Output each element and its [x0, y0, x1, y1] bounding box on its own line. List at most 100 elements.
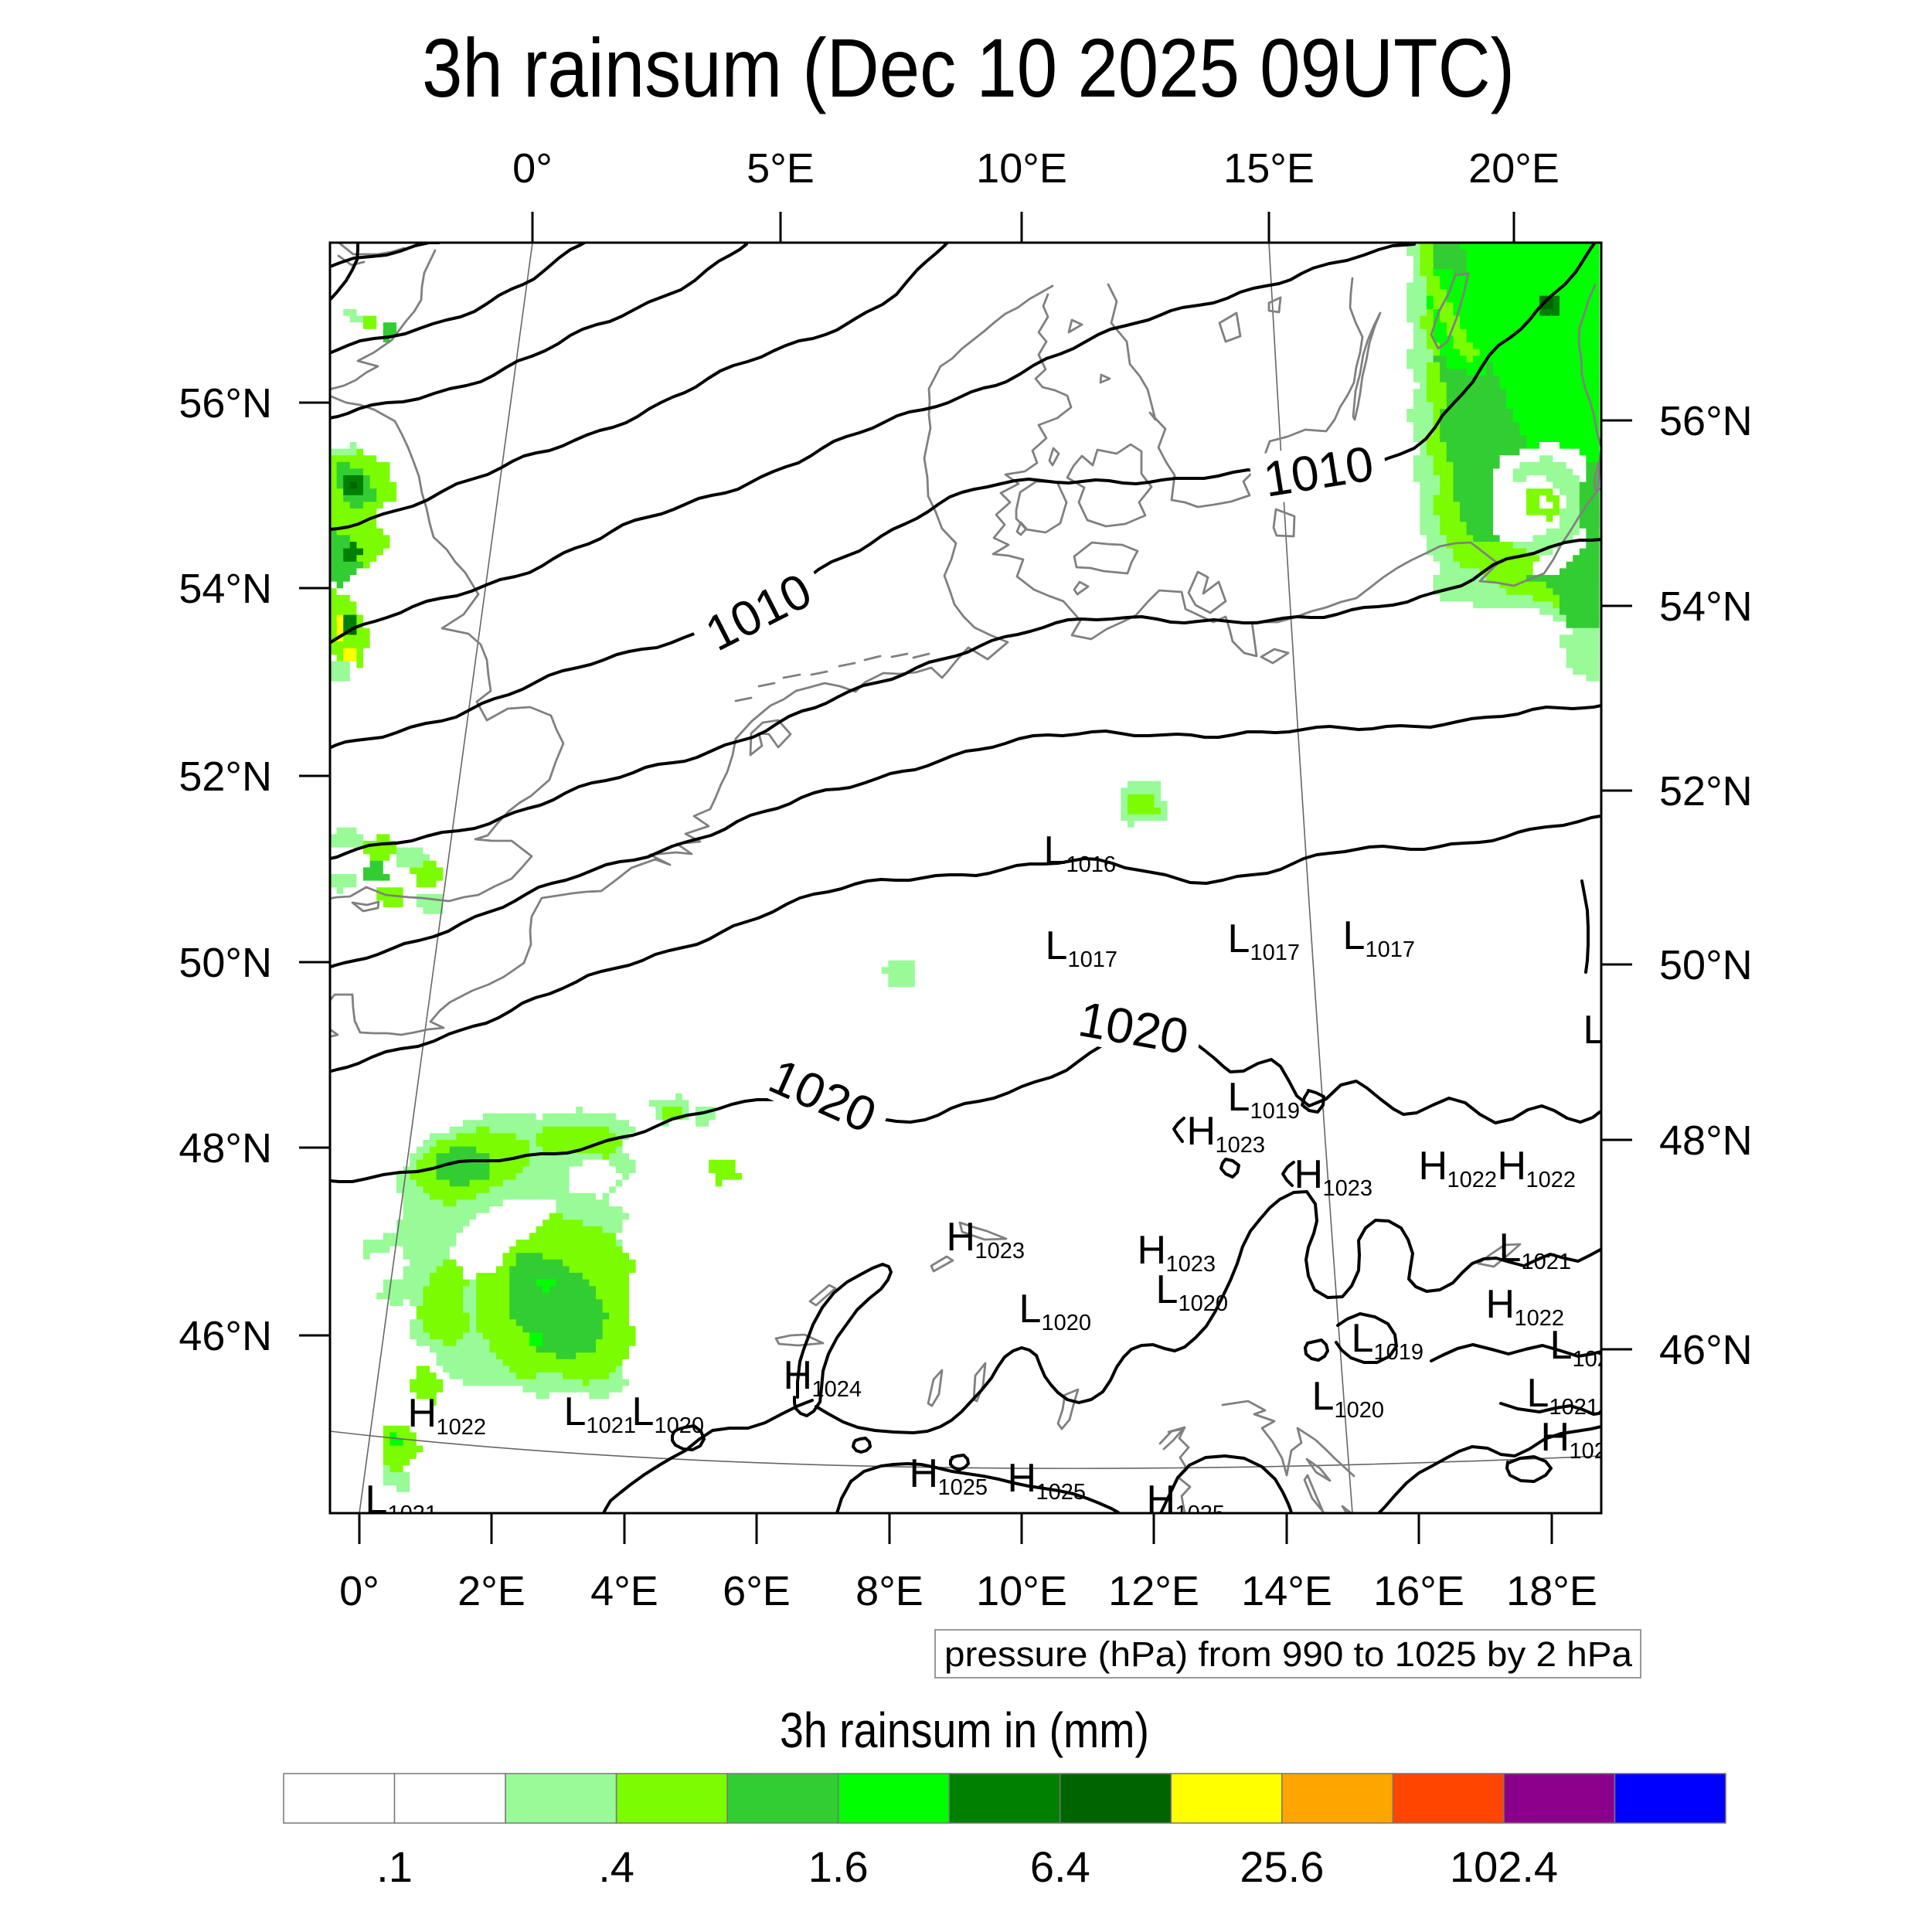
pressure-marker-letter: L: [1156, 1267, 1179, 1312]
pressure-marker-L-1021-27: L 1021: [366, 1478, 438, 1522]
coast-wadden-2: [782, 673, 801, 679]
pressure-marker-value: 1017: [1366, 937, 1416, 962]
iso-alps-spike: [793, 1263, 893, 1417]
legend-cell-1: [393, 1773, 506, 1824]
coast-szczecin-lagoon: [1260, 648, 1290, 665]
pressure-marker-letter: H: [1419, 1144, 1448, 1189]
rain-uk-chart-top: [363, 315, 377, 329]
legend-cell-5: [837, 1773, 950, 1824]
pressure-marker-letter: H: [1138, 1228, 1167, 1273]
pressure-marker-value: 1020: [1335, 1398, 1385, 1423]
isobar-layer: [330, 243, 1601, 1513]
contour-label-text: 1020: [761, 1048, 884, 1144]
rain-fr-chart-arm: [536, 1126, 623, 1160]
page-title: 3h rainsum (Dec 10 2025 09UTC): [422, 21, 1515, 114]
axis-label-left-48°N: 48°N: [179, 1125, 272, 1172]
pressure-marker-L-1019-15: L 1019: [1352, 1316, 1424, 1365]
legend-cell-2: [505, 1773, 617, 1824]
rain-ch-chart3: [376, 887, 403, 907]
coast-als: [1015, 521, 1028, 536]
rain-ch-chart1: [363, 834, 396, 861]
iso-1022-e3: [1499, 1402, 1601, 1416]
graticule-layer: [330, 243, 1601, 1513]
contour-label-group-2: 1020: [751, 1044, 895, 1146]
rain-swf-pale: [383, 1465, 410, 1492]
pressure-marker-L-1020-22: L 1020: [632, 1389, 705, 1438]
meridian-15e: [1268, 243, 1353, 1513]
axis-label-right-46°N: 46°N: [1659, 1327, 1753, 1373]
coast-lake-neuchatel: [808, 1284, 837, 1307]
contour-label-bg: [686, 558, 830, 665]
pressure-marker-H-1025-26: H 1025: [1147, 1478, 1226, 1513]
axis-label-bottom-14°E: 14°E: [1241, 1568, 1332, 1614]
pressure-marker-H-1023-18: H 1023: [1541, 1415, 1620, 1464]
coast-sweden-west: [1107, 277, 1364, 509]
coast-lake-maggiore: [927, 1369, 944, 1407]
coast-wadden-1: [757, 682, 776, 688]
rain-ch-pale1: [330, 827, 363, 848]
iso-1014: [330, 704, 1601, 969]
coast-gotland: [1430, 272, 1470, 350]
contour-label-group-3: 1020: [1063, 990, 1205, 1065]
legend: 3h rainsum in (mm) .1 .4 1.6 6.4 25.6 102.4: [283, 1702, 1726, 1891]
coast-lolland-falster: [1073, 541, 1139, 575]
pressure-marker-letter: L: [632, 1389, 655, 1434]
iso-1002: [330, 243, 588, 355]
pressure-marker-letter: H: [1541, 1415, 1570, 1460]
pressure-marker-letter: H: [910, 1451, 939, 1496]
legend-cell-11: [1503, 1773, 1616, 1824]
iso-l1019-arc: [1335, 1312, 1398, 1364]
axis-label-right-56°N: 56°N: [1659, 398, 1753, 444]
iso-frag-h1023: [1172, 1117, 1185, 1143]
coast-cres: [1303, 1474, 1325, 1513]
pressure-marker-letter: L: [1046, 923, 1068, 968]
axis-label-bottom-18°E: 18°E: [1506, 1568, 1597, 1614]
legend-cell-12: [1614, 1773, 1726, 1824]
contour-label-text: 1020: [1074, 991, 1192, 1065]
rain-uk-lime2-top: [383, 322, 396, 342]
legend-label-.1: .1: [376, 1842, 413, 1891]
coast-wadden-3: [810, 670, 828, 676]
pressure-marker-L-1021-13: L 1021: [1499, 1226, 1572, 1274]
rain-fr-pale-w: [376, 1279, 410, 1306]
pressure-marker-L-1020-12: L 1020: [1019, 1287, 1092, 1335]
pressure-marker-value: 1023: [1323, 1176, 1373, 1201]
pressure-marker-H-1025-24: H 1025: [910, 1451, 988, 1500]
iso-1022-circle: [671, 1424, 706, 1451]
axis-label-top-15°E: 15°E: [1223, 145, 1315, 192]
coastline-layer: [308, 243, 1601, 1513]
pressure-marker-L-1017-1: L 1017: [1046, 923, 1118, 972]
rain-fr-lime-dot2: [529, 1332, 543, 1346]
coast-samso: [1048, 447, 1060, 467]
pressure-marker-letter: L: [1228, 1075, 1250, 1120]
pressure-marker-value: 1024: [812, 1377, 862, 1402]
iso-1006: [330, 243, 950, 531]
pressure-marker-letter: L: [366, 1478, 388, 1522]
pressure-marker-letter: H: [1486, 1282, 1515, 1327]
axis-label-top-5°E: 5°E: [747, 145, 815, 192]
pressure-marker-value: 1023: [1570, 1439, 1620, 1464]
iso-1000b: [330, 243, 359, 302]
pressure-marker-letter: H: [1008, 1456, 1037, 1501]
pressure-marker-letter: L: [1228, 917, 1250, 961]
coast-po-adriatic: [1167, 1426, 1192, 1513]
pressure-marker-letter: H: [784, 1353, 813, 1398]
coast-guernsey: [308, 1004, 318, 1012]
coast-moray-firth: [337, 243, 406, 256]
pressure-marker-value: 1021: [1573, 1347, 1623, 1372]
axis-label-top-0°: 0°: [512, 145, 553, 192]
axis-label-left-56°N: 56°N: [179, 380, 272, 427]
contour-label-group-0: 1010: [686, 558, 830, 665]
iso-1016: [330, 815, 1601, 1073]
coast-ijsselmeer: [749, 719, 792, 757]
coast-oland: [1352, 311, 1382, 421]
axis-ticks: [299, 212, 1632, 1544]
pressure-marker-letter: L: [1343, 913, 1366, 958]
axis-label-left-46°N: 46°N: [179, 1313, 272, 1359]
axis-label-bottom-10°E: 10°E: [976, 1568, 1067, 1614]
pressure-marker-L-1019-4: L 1019: [1228, 1075, 1301, 1124]
axis-label-bottom-4°E: 4°E: [590, 1568, 658, 1614]
legend-label-6.4: 6.4: [1030, 1842, 1090, 1891]
